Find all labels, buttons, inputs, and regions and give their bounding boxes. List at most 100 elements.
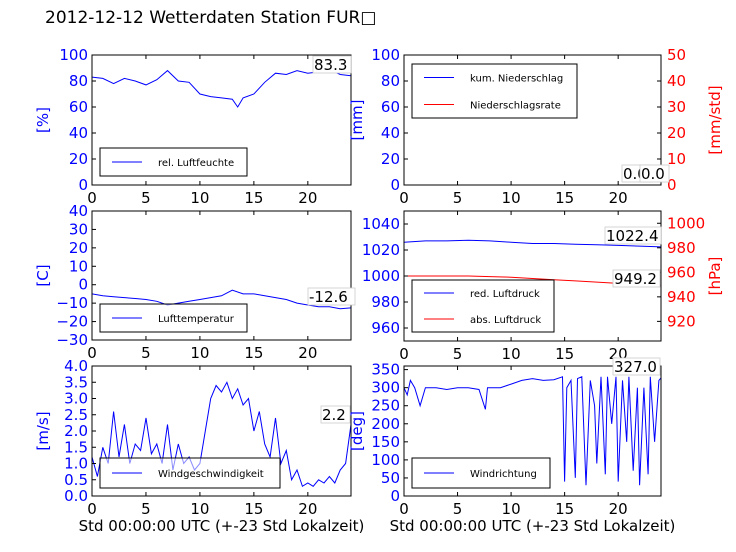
x-tick-label: 0 xyxy=(399,345,409,363)
legend-label: Niederschlagsrate xyxy=(470,101,561,112)
y-tick-label: 40 xyxy=(69,124,88,142)
y-tick-label: 1040 xyxy=(362,215,400,233)
y-tick-label: 1000 xyxy=(362,267,400,285)
y-right-tick-label: 20 xyxy=(667,124,686,142)
y-tick-label: 980 xyxy=(371,293,400,311)
y-tick-label: 960 xyxy=(371,319,400,337)
x-tick-label: 10 xyxy=(190,344,209,362)
value-annotation: -12.6 xyxy=(309,288,348,306)
x-tick-label: 20 xyxy=(609,189,628,207)
legend-label: abs. Luftdruck xyxy=(470,315,541,326)
x-tick-label: 0 xyxy=(87,189,97,207)
y-tick-label: 1020 xyxy=(362,241,400,259)
y-tick-label: 60 xyxy=(381,98,400,116)
y-tick-label: 60 xyxy=(69,98,88,116)
x-tick-label: 15 xyxy=(555,189,574,207)
y-right-tick-label: 50 xyxy=(667,46,686,64)
x-tick-label: 15 xyxy=(244,189,263,207)
value-annotation-box xyxy=(307,287,356,306)
x-tick-label: 10 xyxy=(502,189,521,207)
y-tick-label: 2.0 xyxy=(64,422,88,440)
value-annotation-box xyxy=(612,269,661,288)
figure-title: 2012-12-12 Wetterdaten Station FUR□ xyxy=(45,8,377,28)
value-annotation-box xyxy=(639,164,670,183)
y-tick-label: 250 xyxy=(371,397,400,415)
x-tick-label: 0 xyxy=(399,500,409,518)
legend-label: rel. Luftfeuchte xyxy=(158,158,234,169)
x-axis-label: Std 00:00:00 UTC (+-23 Std Lokalzeit) xyxy=(79,517,365,535)
y-tick-label: 80 xyxy=(69,72,88,90)
value-annotation-box xyxy=(312,55,352,74)
value-annotation-box xyxy=(320,405,351,424)
y-tick-label: 100 xyxy=(371,46,400,64)
y-tick-label: 20 xyxy=(381,150,400,168)
y-tick-label: 40 xyxy=(381,124,400,142)
value-annotation-box xyxy=(604,226,662,245)
y-tick-label: 0 xyxy=(78,276,88,294)
series-line-wind-speed-0 xyxy=(92,381,351,488)
value-annotation: 949.2 xyxy=(614,270,657,288)
y-tick-label: 100 xyxy=(371,451,400,469)
y-right-tick-label: 0 xyxy=(667,176,677,194)
y-tick-label: 4.0 xyxy=(64,357,88,375)
legend-box xyxy=(411,279,555,333)
legend-label: Lufttemperatur xyxy=(158,314,235,325)
x-tick-label: 10 xyxy=(190,189,209,207)
x-tick-label: 0 xyxy=(87,500,97,518)
y-tick-label: 1.0 xyxy=(64,455,88,473)
x-tick-label: 15 xyxy=(555,345,574,363)
y-tick-label: 0.5 xyxy=(64,471,88,489)
y-tick-label: 100 xyxy=(59,46,88,64)
y-axis-label: [C] xyxy=(34,264,52,286)
legend-label: red. Luftdruck xyxy=(470,289,540,300)
x-tick-label: 5 xyxy=(141,344,151,362)
y-tick-label: 3.5 xyxy=(64,373,88,391)
value-annotation: 2.2 xyxy=(322,406,346,424)
x-tick-label: 5 xyxy=(453,189,463,207)
legend-box xyxy=(411,63,578,119)
value-annotation: 327.0 xyxy=(614,358,657,376)
y-tick-label: 0 xyxy=(390,176,400,194)
y-right-tick-label: 40 xyxy=(667,72,686,90)
y-tick-label: 30 xyxy=(69,220,88,238)
y-tick-label: −30 xyxy=(56,331,88,349)
series-line-pressure-0 xyxy=(404,239,661,248)
y-axis-label: [mm] xyxy=(348,100,366,141)
y-tick-label: 300 xyxy=(371,379,400,397)
x-axis-label: Std 00:00:00 UTC (+-23 Std Lokalzeit) xyxy=(390,517,676,535)
y-tick-label: 150 xyxy=(371,433,400,451)
x-tick-label: 0 xyxy=(87,344,97,362)
y-tick-label: 50 xyxy=(381,469,400,487)
x-tick-label: 10 xyxy=(502,500,521,518)
x-tick-label: 20 xyxy=(298,500,317,518)
x-tick-label: 5 xyxy=(141,500,151,518)
y-tick-label: −20 xyxy=(56,313,88,331)
y-right-tick-label: 1000 xyxy=(667,214,705,232)
value-annotation: 83.3 xyxy=(314,56,347,74)
x-tick-label: 15 xyxy=(244,500,263,518)
y-tick-label: −10 xyxy=(56,294,88,312)
y-axis-label-right: [hPa] xyxy=(706,257,724,296)
x-tick-label: 20 xyxy=(298,344,317,362)
value-annotation: 0.0 xyxy=(641,165,665,183)
x-tick-label: 15 xyxy=(555,500,574,518)
y-right-tick-label: 10 xyxy=(667,150,686,168)
y-axis-label: [deg] xyxy=(348,411,366,451)
y-tick-label: 0 xyxy=(390,487,400,505)
legend-label: Windrichtung xyxy=(470,469,537,480)
x-tick-label: 15 xyxy=(244,344,263,362)
y-right-tick-label: 980 xyxy=(667,239,696,257)
y-tick-label: 2.5 xyxy=(64,406,88,424)
x-tick-label: 5 xyxy=(141,189,151,207)
x-tick-label: 10 xyxy=(502,345,521,363)
axes-frame-wind-direction xyxy=(403,365,662,497)
x-tick-label: 20 xyxy=(609,500,628,518)
y-tick-label: 40 xyxy=(69,202,88,220)
x-tick-label: 5 xyxy=(453,500,463,518)
y-tick-label: 0 xyxy=(78,176,88,194)
y-tick-label: 200 xyxy=(371,415,400,433)
axes-frame-precipitation xyxy=(403,54,662,186)
y-right-tick-label: 940 xyxy=(667,288,696,306)
y-tick-label: 20 xyxy=(69,239,88,257)
